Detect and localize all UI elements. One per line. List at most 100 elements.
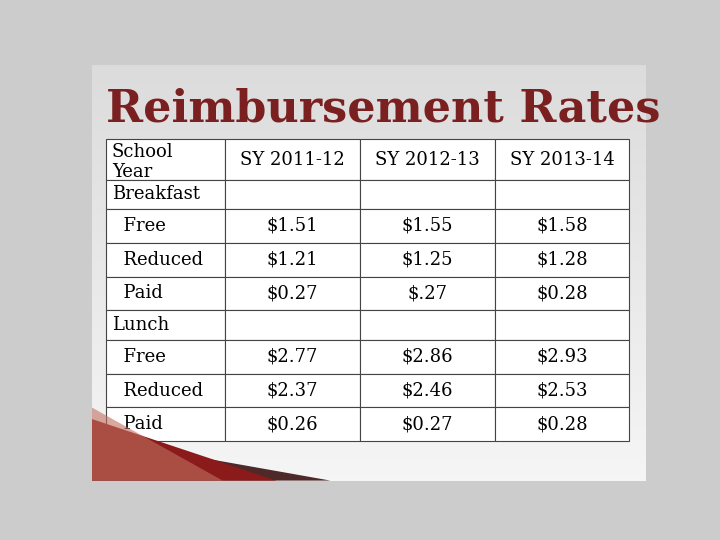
Bar	[92, 187, 647, 190]
Bar	[495, 242, 629, 276]
Bar	[92, 109, 647, 111]
Text: $2.37: $2.37	[266, 381, 318, 400]
Bar	[92, 376, 647, 379]
Bar	[92, 283, 647, 285]
Bar	[92, 273, 647, 275]
Bar	[92, 346, 647, 348]
Bar	[92, 287, 647, 289]
Bar	[92, 427, 647, 429]
Bar	[92, 403, 647, 406]
Bar	[92, 225, 647, 227]
Bar	[92, 358, 647, 360]
Text: $2.77: $2.77	[266, 348, 318, 366]
Bar	[92, 387, 647, 389]
Bar	[92, 67, 647, 69]
Bar	[92, 208, 647, 211]
Bar	[92, 395, 647, 397]
Bar	[92, 302, 647, 304]
Bar	[92, 329, 647, 331]
Bar	[92, 156, 647, 158]
Text: Reimbursement Rates: Reimbursement Rates	[106, 88, 660, 131]
Bar	[92, 339, 647, 341]
Bar	[92, 335, 647, 337]
Text: School
Year: School Year	[112, 143, 174, 181]
Bar	[92, 233, 647, 235]
Bar	[92, 304, 647, 306]
Text: $0.27: $0.27	[266, 285, 318, 302]
Bar	[92, 466, 647, 468]
Bar	[92, 65, 647, 67]
Bar	[92, 167, 647, 168]
Bar	[225, 242, 360, 276]
Bar	[92, 229, 647, 231]
Bar	[92, 364, 647, 366]
Text: $0.28: $0.28	[536, 285, 588, 302]
Text: Reduced: Reduced	[112, 251, 203, 268]
Bar	[92, 300, 647, 302]
Bar	[92, 177, 647, 179]
Bar	[92, 416, 647, 418]
Bar	[92, 445, 647, 447]
Polygon shape	[92, 438, 330, 481]
Bar	[92, 144, 647, 146]
Bar	[495, 209, 629, 242]
Bar	[92, 443, 647, 446]
Bar	[92, 96, 647, 98]
Bar	[92, 447, 647, 449]
Bar	[92, 406, 647, 408]
Bar	[92, 468, 647, 470]
Bar	[106, 276, 225, 310]
Text: $1.58: $1.58	[536, 217, 588, 235]
Bar	[92, 354, 647, 356]
Bar	[92, 319, 647, 321]
Text: SY 2012-13: SY 2012-13	[374, 151, 480, 168]
Bar	[92, 478, 647, 481]
Bar	[92, 295, 647, 298]
Bar	[92, 112, 647, 114]
Bar	[360, 209, 495, 242]
Bar	[106, 408, 225, 441]
Text: Lunch: Lunch	[112, 316, 169, 334]
Bar	[225, 408, 360, 441]
Bar	[92, 202, 647, 204]
Bar	[92, 141, 647, 144]
Bar	[92, 262, 647, 265]
Bar	[92, 292, 647, 294]
Bar	[92, 341, 647, 343]
Text: $0.26: $0.26	[266, 415, 318, 434]
Text: $1.51: $1.51	[266, 217, 318, 235]
Text: $1.21: $1.21	[266, 251, 318, 268]
Bar	[92, 391, 647, 393]
Bar	[92, 306, 647, 308]
Bar	[92, 370, 647, 373]
Bar	[92, 268, 647, 271]
Bar	[92, 154, 647, 156]
Bar	[92, 470, 647, 472]
Bar	[92, 114, 647, 117]
Bar	[92, 100, 647, 102]
Bar	[92, 84, 647, 85]
Bar	[495, 408, 629, 441]
Bar	[92, 121, 647, 123]
Bar	[92, 472, 647, 474]
Bar	[92, 158, 647, 160]
Bar	[92, 123, 647, 125]
Bar	[92, 252, 647, 254]
Polygon shape	[92, 408, 222, 481]
Bar	[92, 389, 647, 391]
Bar	[92, 422, 647, 424]
Bar	[92, 275, 647, 277]
Bar	[92, 310, 647, 312]
Bar	[92, 175, 647, 177]
Bar	[92, 435, 647, 437]
Bar	[92, 104, 647, 106]
Bar	[92, 171, 647, 173]
Bar	[92, 400, 647, 402]
Bar	[92, 285, 647, 287]
Bar	[92, 298, 647, 300]
Text: $0.28: $0.28	[536, 415, 588, 434]
Bar	[225, 340, 360, 374]
Bar	[92, 231, 647, 233]
Bar	[92, 476, 647, 478]
Bar	[360, 310, 495, 340]
